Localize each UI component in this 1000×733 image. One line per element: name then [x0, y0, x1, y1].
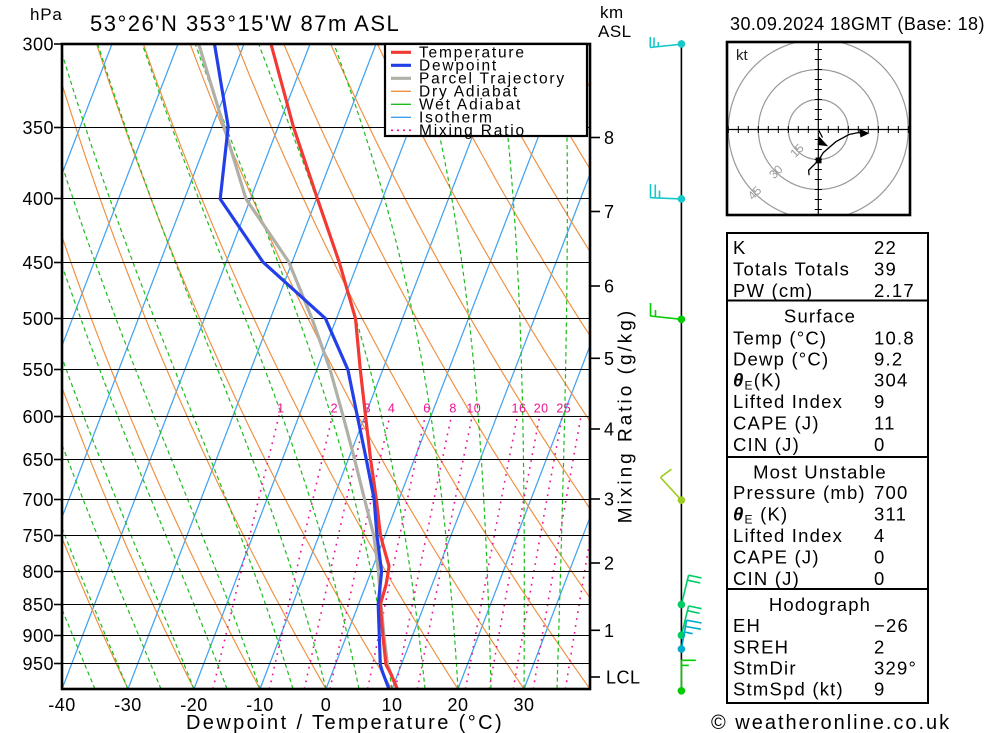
svg-text:950: 950	[22, 654, 54, 674]
svg-text:SREH: SREH	[733, 637, 789, 658]
svg-text:9: 9	[874, 391, 886, 412]
svg-text:4: 4	[604, 420, 615, 440]
svg-text:700: 700	[874, 482, 908, 503]
svg-text:500: 500	[22, 309, 54, 329]
svg-text:22: 22	[874, 237, 897, 258]
svg-text:3: 3	[604, 490, 615, 510]
svg-text:Wet Adiabat: Wet Adiabat	[419, 96, 522, 113]
svg-text:K: K	[733, 237, 747, 258]
svg-text:30: 30	[513, 695, 534, 715]
svg-text:2: 2	[604, 554, 615, 574]
svg-text:53°26'N 353°15'W 87m ASL: 53°26'N 353°15'W 87m ASL	[90, 11, 400, 36]
svg-text:8: 8	[449, 402, 456, 416]
svg-text:4: 4	[388, 402, 395, 416]
svg-text:350: 350	[22, 118, 54, 138]
svg-text:Mixing Ratio (g/kg): Mixing Ratio (g/kg)	[616, 308, 637, 523]
svg-text:CAPE (J): CAPE (J)	[733, 547, 820, 568]
svg-text:Dry Adiabat: Dry Adiabat	[419, 83, 519, 100]
svg-text:800: 800	[22, 562, 54, 582]
svg-text:304: 304	[874, 370, 908, 391]
svg-text:550: 550	[22, 360, 54, 380]
svg-text:39: 39	[874, 259, 897, 280]
svg-text:Temp (°C): Temp (°C)	[733, 328, 827, 349]
svg-text:Isotherm: Isotherm	[419, 109, 494, 126]
svg-text:PW (cm): PW (cm)	[733, 280, 813, 301]
svg-text:CAPE (J): CAPE (J)	[733, 413, 820, 434]
svg-text:0: 0	[874, 434, 886, 455]
svg-text:Dewpoint / Temperature (°C): Dewpoint / Temperature (°C)	[186, 712, 504, 733]
svg-text:−26: −26	[874, 615, 909, 636]
svg-text:Surface: Surface	[784, 306, 856, 327]
svg-text:Mixing Ratio: Mixing Ratio	[419, 122, 526, 139]
svg-text:-40: -40	[48, 695, 76, 715]
svg-text:9.2: 9.2	[874, 349, 903, 370]
svg-text:900: 900	[22, 626, 54, 646]
svg-text:EH: EH	[733, 615, 761, 636]
svg-text:CIN (J): CIN (J)	[733, 434, 800, 455]
svg-text:329°: 329°	[874, 658, 917, 679]
svg-text:km: km	[600, 3, 624, 22]
svg-text:Pressure (mb): Pressure (mb)	[733, 482, 866, 503]
svg-text:-30: -30	[114, 695, 142, 715]
svg-text:10.8: 10.8	[874, 328, 915, 349]
svg-text:5: 5	[604, 349, 615, 369]
svg-text:3: 3	[364, 402, 371, 416]
svg-text:CIN (J): CIN (J)	[733, 568, 800, 589]
svg-text:25: 25	[556, 402, 571, 416]
svg-text:2: 2	[874, 637, 886, 658]
svg-text:311: 311	[874, 504, 907, 525]
svg-text:0: 0	[874, 547, 886, 568]
svg-text:-10: -10	[246, 695, 274, 715]
svg-text:1: 1	[604, 621, 615, 641]
svg-text:6: 6	[604, 277, 615, 297]
svg-text:0: 0	[321, 695, 332, 715]
svg-text:1: 1	[277, 402, 284, 416]
svg-text:650: 650	[22, 450, 54, 470]
svg-text:LCL: LCL	[606, 668, 641, 688]
svg-text:11: 11	[874, 413, 896, 434]
svg-text:30.09.2024 18GMT (Base: 18): 30.09.2024 18GMT (Base: 18)	[730, 14, 985, 34]
svg-text:© weatheronline.co.uk: © weatheronline.co.uk	[711, 712, 951, 733]
svg-text:750: 750	[22, 526, 54, 546]
svg-text:8: 8	[604, 128, 615, 148]
svg-text:Lifted Index: Lifted Index	[733, 391, 843, 412]
svg-text:StmSpd (kt): StmSpd (kt)	[733, 679, 844, 700]
svg-text:20: 20	[534, 402, 549, 416]
svg-text:450: 450	[22, 253, 54, 273]
svg-text:θE(K): θE(K)	[733, 370, 782, 393]
svg-text:850: 850	[22, 595, 54, 615]
svg-text:16: 16	[512, 402, 527, 416]
svg-text:-20: -20	[180, 695, 208, 715]
svg-text:Dewp (°C): Dewp (°C)	[733, 349, 829, 370]
svg-text:hPa: hPa	[30, 5, 63, 24]
svg-text:2.17: 2.17	[874, 280, 915, 301]
svg-text:Parcel Trajectory: Parcel Trajectory	[419, 70, 566, 87]
svg-text:400: 400	[22, 189, 54, 209]
svg-text:6: 6	[423, 402, 430, 416]
svg-text:600: 600	[22, 407, 54, 427]
svg-text:Lifted Index: Lifted Index	[733, 525, 843, 546]
svg-text:θE (K): θE (K)	[733, 504, 788, 527]
svg-text:7: 7	[604, 202, 615, 222]
svg-text:kt: kt	[736, 47, 749, 64]
svg-text:Hodograph: Hodograph	[769, 594, 871, 615]
svg-text:300: 300	[22, 35, 54, 55]
svg-text:ASL: ASL	[598, 22, 632, 41]
svg-text:Dewpoint: Dewpoint	[419, 57, 498, 74]
svg-text:10: 10	[381, 695, 402, 715]
svg-text:10: 10	[466, 402, 481, 416]
svg-text:20: 20	[447, 695, 468, 715]
svg-text:2: 2	[331, 402, 338, 416]
svg-text:StmDir: StmDir	[733, 658, 797, 679]
svg-text:700: 700	[22, 490, 54, 510]
svg-text:9: 9	[874, 679, 886, 700]
svg-text:Most Unstable: Most Unstable	[753, 462, 887, 483]
svg-text:Totals Totals: Totals Totals	[733, 259, 850, 280]
svg-text:Temperature: Temperature	[419, 44, 526, 61]
svg-text:0: 0	[874, 568, 886, 589]
svg-text:4: 4	[874, 525, 886, 546]
